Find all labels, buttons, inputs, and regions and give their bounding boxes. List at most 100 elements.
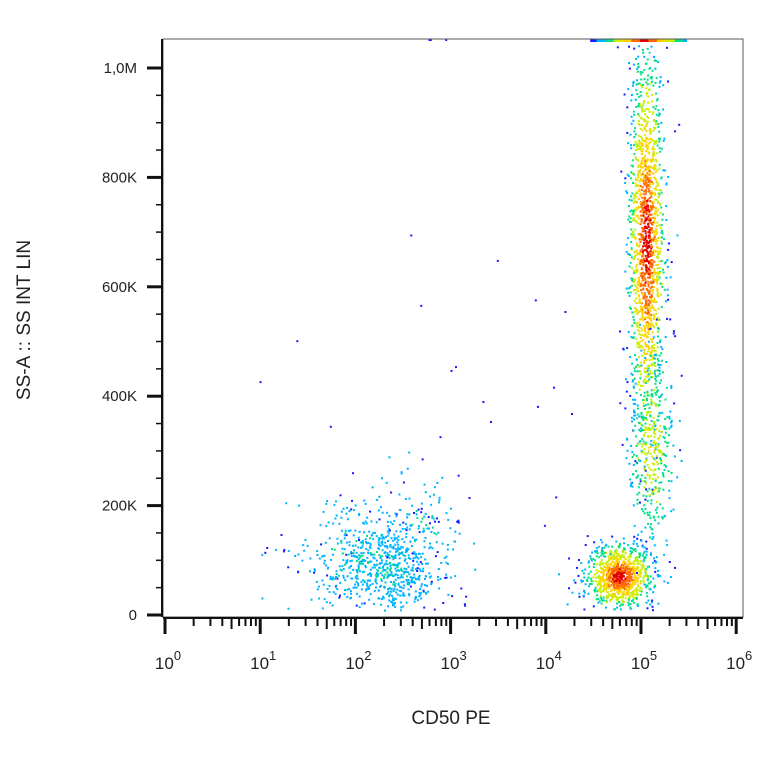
data-point (381, 555, 384, 558)
data-point (605, 563, 608, 566)
data-point (670, 419, 673, 422)
data-point (650, 523, 653, 526)
data-point (648, 67, 651, 70)
data-point (592, 580, 595, 583)
data-point (626, 173, 629, 176)
data-point (655, 461, 658, 464)
data-point (360, 588, 363, 591)
data-point (630, 307, 632, 310)
data-point (640, 450, 643, 453)
data-point (641, 186, 644, 189)
data-point (655, 246, 658, 249)
data-point (404, 570, 407, 573)
data-point (651, 112, 654, 115)
data-point (612, 555, 615, 558)
data-point (395, 563, 398, 566)
data-point (352, 586, 355, 589)
data-point (598, 556, 601, 559)
data-point (649, 468, 652, 471)
data-point (665, 465, 667, 468)
data-point (634, 141, 637, 144)
data-point (389, 561, 392, 564)
data-point (647, 302, 650, 305)
data-point (624, 597, 627, 600)
data-point (637, 588, 640, 591)
y-tick-label: 0 (129, 607, 137, 624)
data-point (635, 158, 637, 161)
data-point (640, 317, 643, 320)
data-point (622, 556, 625, 559)
data-point (651, 605, 654, 608)
data-point (655, 556, 658, 559)
data-point (659, 339, 662, 342)
data-point (371, 486, 374, 489)
data-point (380, 559, 383, 562)
data-point (644, 259, 646, 262)
data-point (308, 570, 311, 573)
data-point (474, 568, 477, 571)
data-point (653, 221, 656, 224)
data-point (659, 457, 662, 460)
data-point (651, 488, 654, 491)
data-point (605, 543, 608, 546)
data-point (630, 247, 633, 250)
data-point (376, 569, 379, 572)
data-point (647, 88, 650, 91)
data-point (636, 345, 639, 348)
data-point (651, 246, 653, 248)
data-point (437, 531, 440, 534)
data-point (632, 385, 635, 388)
data-point (345, 534, 348, 537)
data-point (639, 201, 642, 204)
data-point (636, 287, 639, 290)
data-point (447, 518, 450, 521)
data-point (634, 200, 636, 203)
data-point (643, 557, 646, 560)
data-point (430, 583, 433, 586)
data-point (628, 62, 630, 64)
data-point (588, 560, 590, 563)
data-point (385, 481, 388, 484)
data-point (643, 190, 646, 193)
data-point (657, 247, 660, 250)
data-point (364, 564, 367, 567)
data-point (323, 598, 326, 601)
data-point (635, 337, 638, 340)
data-point (665, 386, 668, 389)
data-point (653, 142, 656, 145)
data-point (630, 241, 633, 243)
data-point (387, 590, 390, 593)
data-point (643, 139, 645, 142)
data-point (543, 524, 546, 527)
data-point (639, 178, 642, 181)
data-point (648, 173, 651, 176)
data-point (651, 561, 654, 564)
data-point (638, 188, 641, 191)
data-point (631, 279, 634, 282)
data-point (392, 547, 395, 550)
data-point (642, 566, 645, 569)
data-point (662, 271, 665, 274)
data-point (647, 170, 650, 173)
data-point (654, 168, 657, 170)
data-point (638, 415, 641, 418)
data-point (358, 512, 361, 515)
data-point (628, 579, 631, 582)
data-point (638, 365, 641, 368)
data-point (584, 544, 587, 546)
data-point (633, 332, 636, 335)
data-point (287, 566, 290, 569)
data-point (628, 575, 631, 578)
data-point (605, 567, 608, 570)
data-point (632, 144, 635, 147)
data-point (657, 443, 660, 445)
data-point (640, 327, 643, 330)
data-point (627, 582, 630, 585)
data-point (594, 559, 597, 562)
data-point (388, 554, 391, 557)
data-point (611, 568, 614, 571)
data-point (641, 207, 644, 210)
data-point (615, 548, 618, 551)
data-point (639, 70, 642, 73)
data-point (641, 248, 644, 251)
